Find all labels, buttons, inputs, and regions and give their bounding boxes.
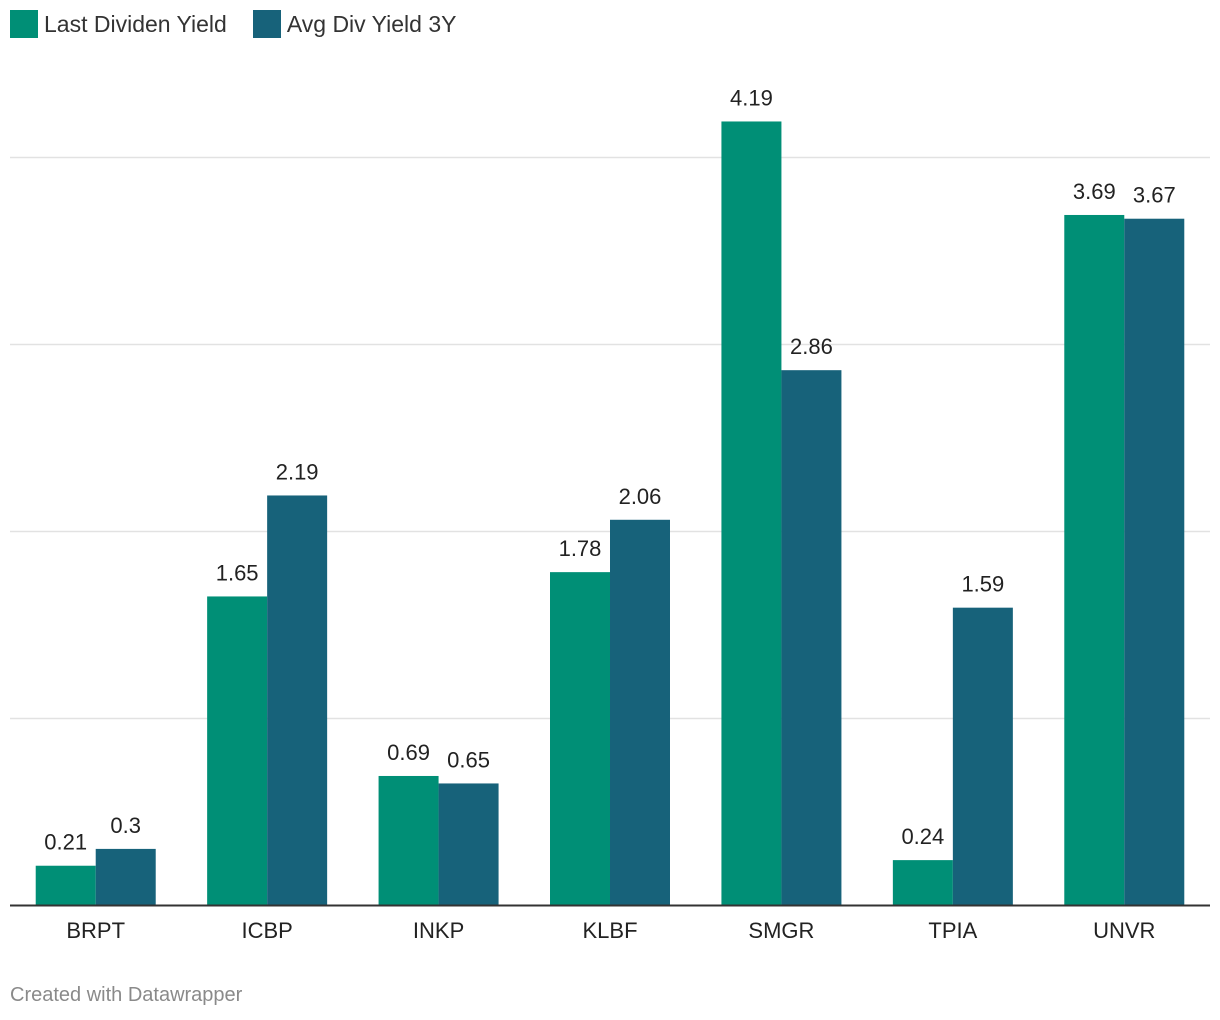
bar-brpt-last-dividend-yield[interactable] [35, 865, 96, 905]
bar-smgr-avg-div-yield-3y[interactable] [781, 370, 842, 905]
x-tick-label-icbp: ICBP [241, 918, 292, 943]
bar-icbp-avg-div-yield-3y[interactable] [267, 495, 328, 905]
legend-label-avg-div-yield-3y: Avg Div Yield 3Y [286, 10, 457, 37]
bar-smgr-last-dividend-yield[interactable] [721, 121, 782, 906]
bar-tpia-avg-div-yield-3y[interactable] [952, 607, 1013, 905]
bar-klbf-avg-div-yield-3y[interactable] [610, 519, 670, 905]
x-tick-label-unvr: UNVR [1093, 918, 1155, 943]
data-label-klbf-last: 1.78 [559, 536, 602, 561]
data-label-tpia-avg: 1.59 [961, 572, 1004, 597]
x-tick-label-klbf: KLBF [582, 918, 637, 943]
x-tick-label-inkp: INKP [413, 918, 464, 943]
data-label-inkp-avg: 0.65 [447, 747, 490, 772]
legend-swatch-avg-div-yield-3y [252, 10, 281, 38]
data-label-klbf-avg: 2.06 [619, 484, 662, 509]
bar-unvr-last-dividend-yield[interactable] [1064, 214, 1125, 906]
legend-item-avg-div-yield-3y[interactable]: Avg Div Yield 3Y [252, 10, 457, 38]
bar-unvr-avg-div-yield-3y[interactable] [1124, 218, 1185, 905]
data-label-unvr-avg: 3.67 [1133, 183, 1176, 208]
data-label-brpt-avg: 0.3 [110, 813, 141, 838]
data-label-tpia-last: 0.24 [901, 824, 944, 849]
data-label-inkp-last: 0.69 [387, 740, 430, 765]
data-label-smgr-avg: 2.86 [790, 334, 833, 359]
bar-brpt-avg-div-yield-3y[interactable] [95, 848, 156, 905]
x-tick-label-smgr: SMGR [748, 918, 814, 943]
bar-tpia-last-dividend-yield[interactable] [892, 860, 953, 905]
data-label-icbp-avg: 2.19 [276, 459, 319, 484]
bar-icbp-last-dividend-yield[interactable] [207, 596, 268, 905]
bar-klbf-last-dividend-yield[interactable] [550, 572, 610, 905]
data-label-unvr-last: 3.69 [1073, 179, 1116, 204]
data-label-icbp-last: 1.65 [216, 560, 259, 585]
legend-swatch-last-dividend-yield [10, 10, 38, 38]
data-label-brpt-last: 0.21 [44, 830, 87, 855]
legend: Last Dividen Yield Avg Div Yield 3Y [10, 10, 482, 38]
x-tick-label-tpia: TPIA [928, 918, 977, 943]
x-tick-label-brpt: BRPT [66, 918, 125, 943]
bar-inkp-avg-div-yield-3y[interactable] [438, 783, 499, 905]
footer-credit: Created with Datawrapper [10, 984, 243, 1006]
data-label-smgr-last: 4.19 [730, 85, 773, 110]
legend-label-last-dividend-yield: Last Dividen Yield [44, 10, 227, 37]
bar-inkp-last-dividend-yield[interactable] [378, 775, 439, 905]
legend-item-last-dividend-yield[interactable]: Last Dividen Yield [10, 10, 227, 38]
